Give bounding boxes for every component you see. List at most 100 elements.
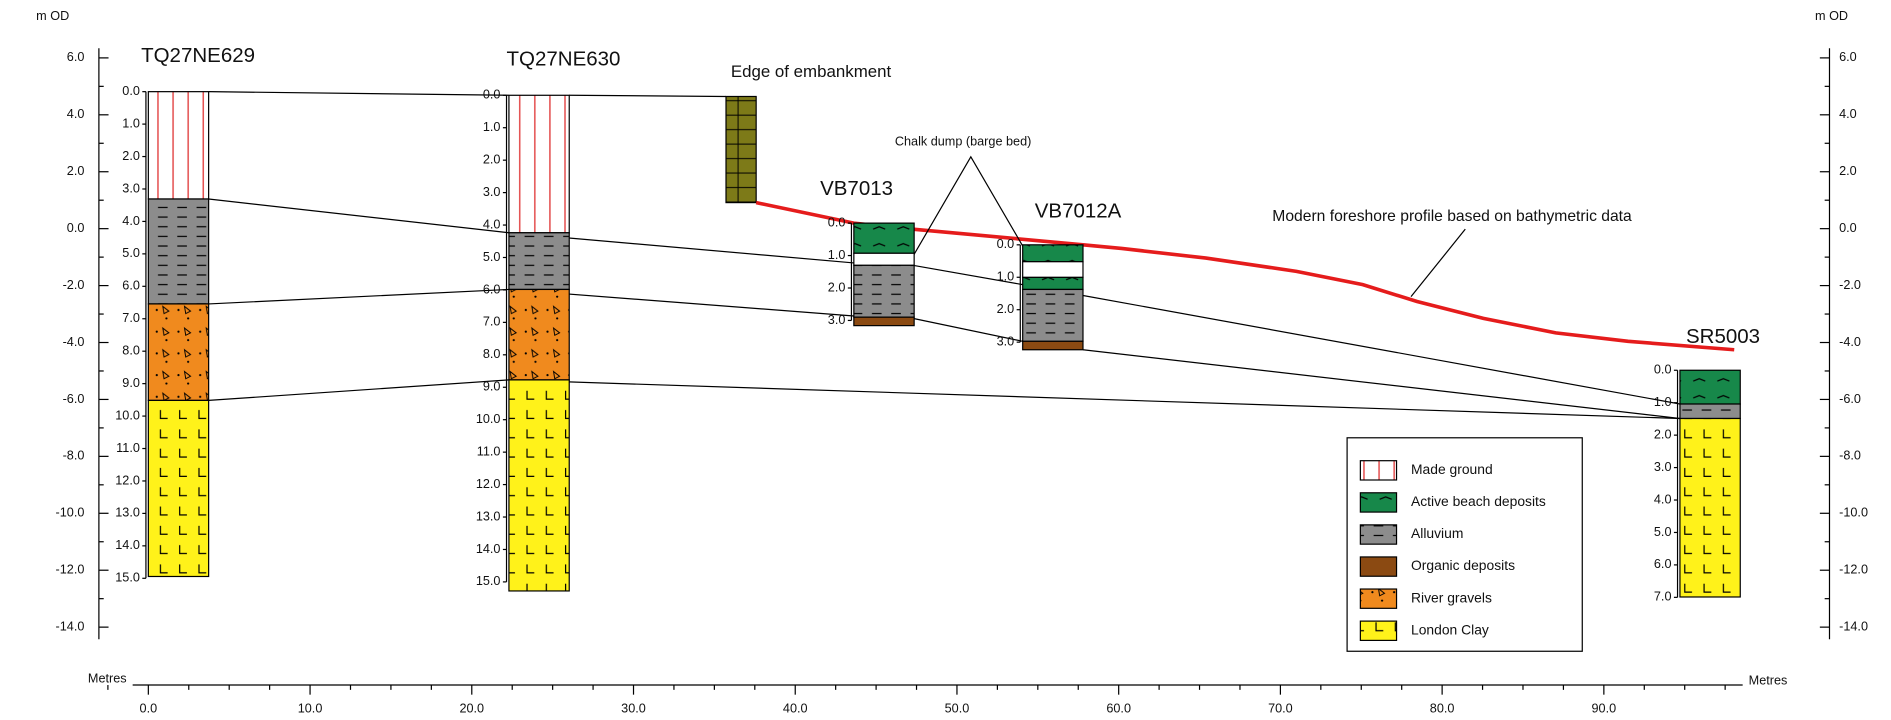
depth-label: 1.0 <box>122 116 140 130</box>
depth-label: 8.0 <box>483 347 501 361</box>
depth-label: 5.0 <box>483 250 501 264</box>
stratum <box>1023 277 1083 289</box>
y-tick-label: 2.0 <box>67 164 85 178</box>
y-tick-label: -6.0 <box>63 392 85 406</box>
leader-line <box>1411 229 1465 297</box>
y-tick-label: -10.0 <box>56 506 85 520</box>
stratum <box>1680 404 1740 418</box>
depth-label: 8.0 <box>122 344 140 358</box>
stratum <box>148 199 208 304</box>
borehole-name: SR5003 <box>1686 325 1760 348</box>
y-tick-label: 2.0 <box>1839 164 1857 178</box>
legend-label: Organic deposits <box>1411 557 1515 573</box>
stratum <box>148 400 208 576</box>
depth-label: 9.0 <box>122 376 140 390</box>
depth-label: 3.0 <box>1654 460 1672 474</box>
correlation-line <box>1083 295 1680 404</box>
stratum <box>148 304 208 400</box>
borehole-name: VB7013 <box>820 177 893 200</box>
y-tick-label: 0.0 <box>67 221 85 235</box>
cross-section: m OD m OD Metres Metres Edge of embankme… <box>0 0 1891 720</box>
depth-label: 3.0 <box>122 181 140 195</box>
depth-label: 10.0 <box>476 412 501 426</box>
depth-label: 15.0 <box>476 574 501 588</box>
depth-label: 7.0 <box>1654 590 1672 604</box>
stratum <box>1023 245 1083 262</box>
depth-label: 15.0 <box>115 571 140 585</box>
y-tick-label: -14.0 <box>56 619 85 633</box>
depth-label: 14.0 <box>476 542 501 556</box>
depth-label: 0.0 <box>483 88 501 102</box>
depth-label: 6.0 <box>122 279 140 293</box>
foreshore-label: Modern foreshore profile based on bathym… <box>1272 208 1632 225</box>
stratum <box>1680 418 1740 596</box>
legend-swatch <box>1360 461 1396 480</box>
y-tick-label: -8.0 <box>1839 449 1861 463</box>
y-tick-label: -6.0 <box>1839 392 1861 406</box>
depth-label: 4.0 <box>1654 492 1672 506</box>
embankment-label: Edge of embankment <box>731 62 892 81</box>
x-tick-label: 10.0 <box>298 701 323 715</box>
y-tick-label: 4.0 <box>67 107 85 121</box>
depth-label: 1.0 <box>483 120 501 134</box>
depth-label: 5.0 <box>122 246 140 260</box>
depth-label: 7.0 <box>122 311 140 325</box>
depth-label: 3.0 <box>997 334 1015 348</box>
depth-label: 12.0 <box>476 477 501 491</box>
y-tick-label: 6.0 <box>67 50 85 64</box>
depth-label: 7.0 <box>483 315 501 329</box>
depth-label: 0.0 <box>122 84 140 98</box>
stratum <box>854 253 914 265</box>
y-tick-label: 4.0 <box>1839 107 1857 121</box>
depth-label: 0.0 <box>828 215 846 229</box>
correlation-line <box>209 92 509 96</box>
depth-label: 0.0 <box>1654 363 1672 377</box>
stratum <box>854 317 914 325</box>
unit-label: m OD <box>36 9 69 23</box>
depth-label: 1.0 <box>997 270 1015 284</box>
legend-label: Alluvium <box>1411 525 1463 541</box>
stratum <box>1023 289 1083 341</box>
stratum <box>509 95 569 232</box>
x-tick-label: 50.0 <box>945 701 970 715</box>
legend-swatch <box>1360 525 1396 544</box>
depth-label: 13.0 <box>115 506 140 520</box>
stratum <box>148 92 208 199</box>
legend-swatch <box>1360 621 1396 640</box>
borehole-name: VB7012A <box>1035 200 1122 223</box>
depth-label: 13.0 <box>476 509 501 523</box>
depth-label: 0.0 <box>997 237 1015 251</box>
stratum <box>509 289 569 379</box>
depth-label: 2.0 <box>997 302 1015 316</box>
depth-label: 3.0 <box>828 313 846 327</box>
legend-label: London Clay <box>1411 621 1489 637</box>
y-tick-label: -2.0 <box>63 278 85 292</box>
x-tick-label: 30.0 <box>621 701 646 715</box>
depth-label: 2.0 <box>122 149 140 163</box>
depth-label: 6.0 <box>483 282 501 296</box>
depth-label: 2.0 <box>1654 427 1672 441</box>
legend-swatch <box>1360 493 1396 512</box>
depth-label: 4.0 <box>122 214 140 228</box>
x-tick-label: 70.0 <box>1268 701 1293 715</box>
depth-label: 2.0 <box>483 153 501 167</box>
stratum <box>854 265 914 317</box>
depth-label: 12.0 <box>115 473 140 487</box>
embankment <box>726 96 756 202</box>
y-tick-label: 0.0 <box>1839 221 1857 235</box>
depth-label: 11.0 <box>116 441 140 455</box>
legend-label: River gravels <box>1411 589 1492 605</box>
stratum <box>1680 370 1740 404</box>
depth-label: 14.0 <box>115 538 140 552</box>
x-tick-label: 0.0 <box>140 701 158 715</box>
unit-label: m OD <box>1815 9 1848 23</box>
depth-label: 9.0 <box>483 380 501 394</box>
legend-label: Made ground <box>1411 461 1493 477</box>
depth-label: 5.0 <box>1654 525 1672 539</box>
y-tick-label: -4.0 <box>1839 335 1861 349</box>
depth-label: 3.0 <box>483 185 501 199</box>
depth-label: 4.0 <box>483 217 501 231</box>
x-tick-label: 90.0 <box>1592 701 1617 715</box>
stratum <box>1023 262 1083 278</box>
depth-label: 1.0 <box>828 248 846 262</box>
